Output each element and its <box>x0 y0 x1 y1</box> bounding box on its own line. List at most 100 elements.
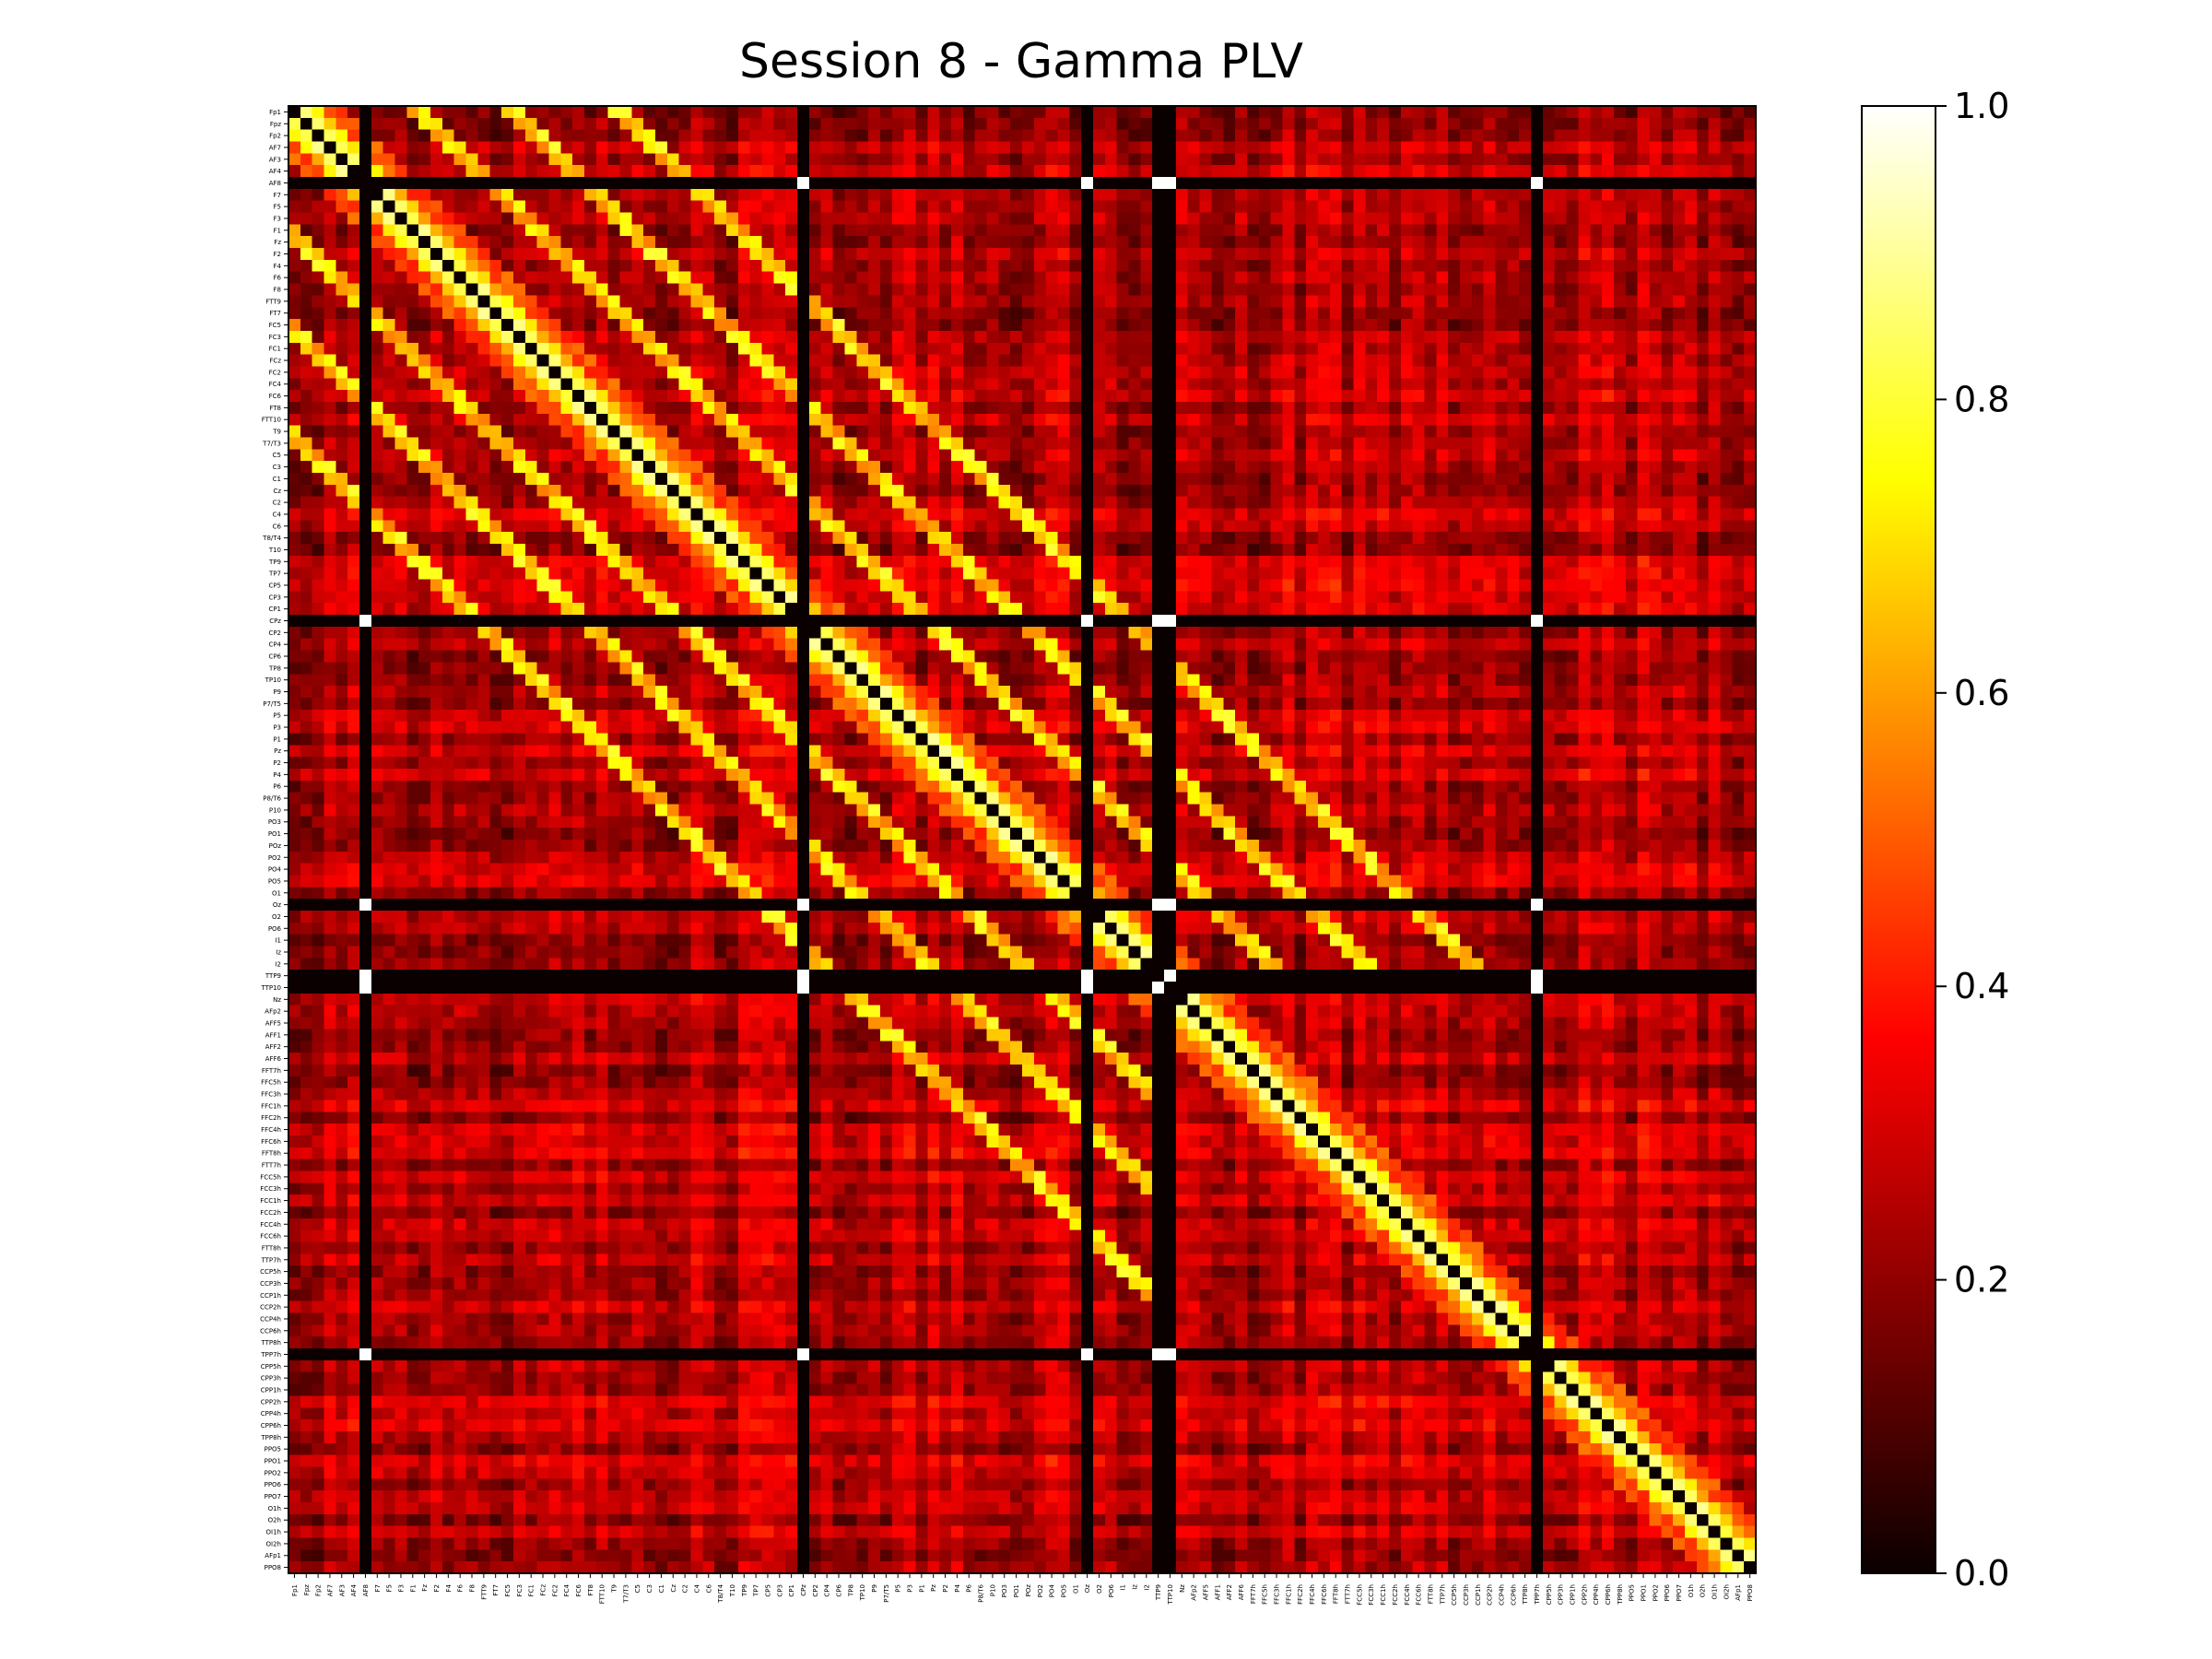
heatmap-cell <box>939 437 952 450</box>
heatmap-cell <box>607 449 620 462</box>
heatmap-cell <box>1045 555 1058 569</box>
heatmap-cell <box>1613 473 1627 486</box>
heatmap-cell <box>1744 283 1757 296</box>
heatmap-cell <box>1602 177 1615 190</box>
heatmap-cell <box>1661 473 1674 486</box>
heatmap-cell <box>1341 106 1354 119</box>
heatmap-cell <box>726 473 739 486</box>
heatmap-cell <box>702 449 715 462</box>
heatmap-cell <box>879 401 893 415</box>
heatmap-cell <box>1164 520 1177 533</box>
heatmap-cell <box>1389 520 1402 533</box>
heatmap-cell <box>1566 484 1579 498</box>
heatmap-cell <box>761 271 774 284</box>
heatmap-cell <box>441 496 455 509</box>
heatmap-cell <box>1436 520 1449 533</box>
heatmap-cell <box>1684 177 1698 190</box>
heatmap-cell <box>1377 248 1390 261</box>
heatmap-cell <box>974 342 987 356</box>
heatmap-cell <box>595 236 609 249</box>
heatmap-cell <box>1211 330 1224 344</box>
heatmap-cell <box>1317 473 1331 486</box>
heatmap-cell <box>690 366 703 379</box>
heatmap-cell <box>453 555 466 569</box>
heatmap-cell <box>489 567 502 580</box>
heatmap-cell <box>1022 283 1035 296</box>
heatmap-cell <box>1164 177 1177 190</box>
heatmap-cell <box>1093 295 1106 308</box>
heatmap-cell <box>324 354 336 367</box>
heatmap-cell <box>1696 236 1710 249</box>
heatmap-cell <box>726 248 739 261</box>
heatmap-cell <box>300 342 313 356</box>
heatmap-cell <box>335 532 348 545</box>
heatmap-cell <box>797 141 810 154</box>
heatmap-cell <box>1152 555 1165 569</box>
heatmap-cell <box>737 532 751 545</box>
heatmap-cell <box>1152 259 1165 273</box>
heatmap-cell <box>1542 354 1556 367</box>
heatmap-cell <box>690 484 703 498</box>
heatmap-cell <box>1602 165 1615 178</box>
heatmap-cell <box>335 413 348 427</box>
heatmap-cell <box>371 484 384 498</box>
heatmap-cell <box>572 484 585 498</box>
heatmap-cell <box>536 484 549 498</box>
heatmap-cell <box>1187 425 1200 438</box>
heatmap-cell <box>1235 496 1248 509</box>
heatmap-cell <box>1673 366 1686 379</box>
heatmap-cell <box>1696 532 1710 545</box>
heatmap-cell <box>1708 117 1721 131</box>
heatmap-cell <box>1081 307 1094 320</box>
heatmap-cell <box>856 496 869 509</box>
heatmap-cell <box>986 390 999 403</box>
heatmap-cell <box>1507 520 1520 533</box>
heatmap-cell <box>891 117 905 131</box>
heatmap-cell <box>1069 224 1082 237</box>
heatmap-cell <box>1246 496 1260 509</box>
heatmap-cell <box>418 449 431 462</box>
heatmap-cell <box>300 141 313 154</box>
heatmap-cells <box>288 106 1757 1574</box>
heatmap-cell <box>572 129 585 142</box>
heatmap-cell <box>324 520 336 533</box>
heatmap-cell <box>986 106 999 119</box>
heatmap-cell <box>950 354 964 367</box>
heatmap-cell <box>939 496 952 509</box>
heatmap-cell <box>939 390 952 403</box>
heatmap-cell <box>1436 224 1449 237</box>
heatmap-cell <box>820 177 833 190</box>
heatmap-cell <box>643 177 656 190</box>
heatmap-cell <box>1235 129 1248 142</box>
heatmap-cell <box>1590 224 1603 237</box>
heatmap-cell <box>832 425 845 438</box>
heatmap-cell <box>1637 271 1650 284</box>
heatmap-cell <box>1365 117 1378 131</box>
heatmap-cell <box>1152 449 1165 462</box>
heatmap-cell <box>1412 188 1425 202</box>
heatmap-cell <box>382 342 395 356</box>
heatmap-cell <box>1022 401 1035 415</box>
heatmap-cell <box>1294 555 1307 569</box>
heatmap-cell <box>1140 532 1153 545</box>
heatmap-cell <box>666 532 680 545</box>
heatmap-cell <box>1519 390 1532 403</box>
heatmap-cell <box>477 532 490 545</box>
heatmap-cell <box>1708 401 1721 415</box>
heatmap-cell <box>1223 520 1236 533</box>
heatmap-cell <box>1365 188 1378 202</box>
heatmap-cell <box>1341 117 1354 131</box>
heatmap-cell <box>489 212 502 225</box>
heatmap-cell <box>1684 532 1698 545</box>
heatmap-cell <box>1566 153 1579 166</box>
heatmap-cell <box>536 129 549 142</box>
heatmap-cell <box>430 248 443 261</box>
heatmap-cell <box>1400 188 1414 202</box>
heatmap-cell <box>1377 401 1390 415</box>
heatmap-cell <box>536 449 549 462</box>
heatmap-cell <box>312 212 324 225</box>
heatmap-cell <box>1294 259 1307 273</box>
heatmap-cell <box>1152 212 1165 225</box>
heatmap-cell <box>1720 401 1733 415</box>
heatmap-cell <box>1294 165 1307 178</box>
